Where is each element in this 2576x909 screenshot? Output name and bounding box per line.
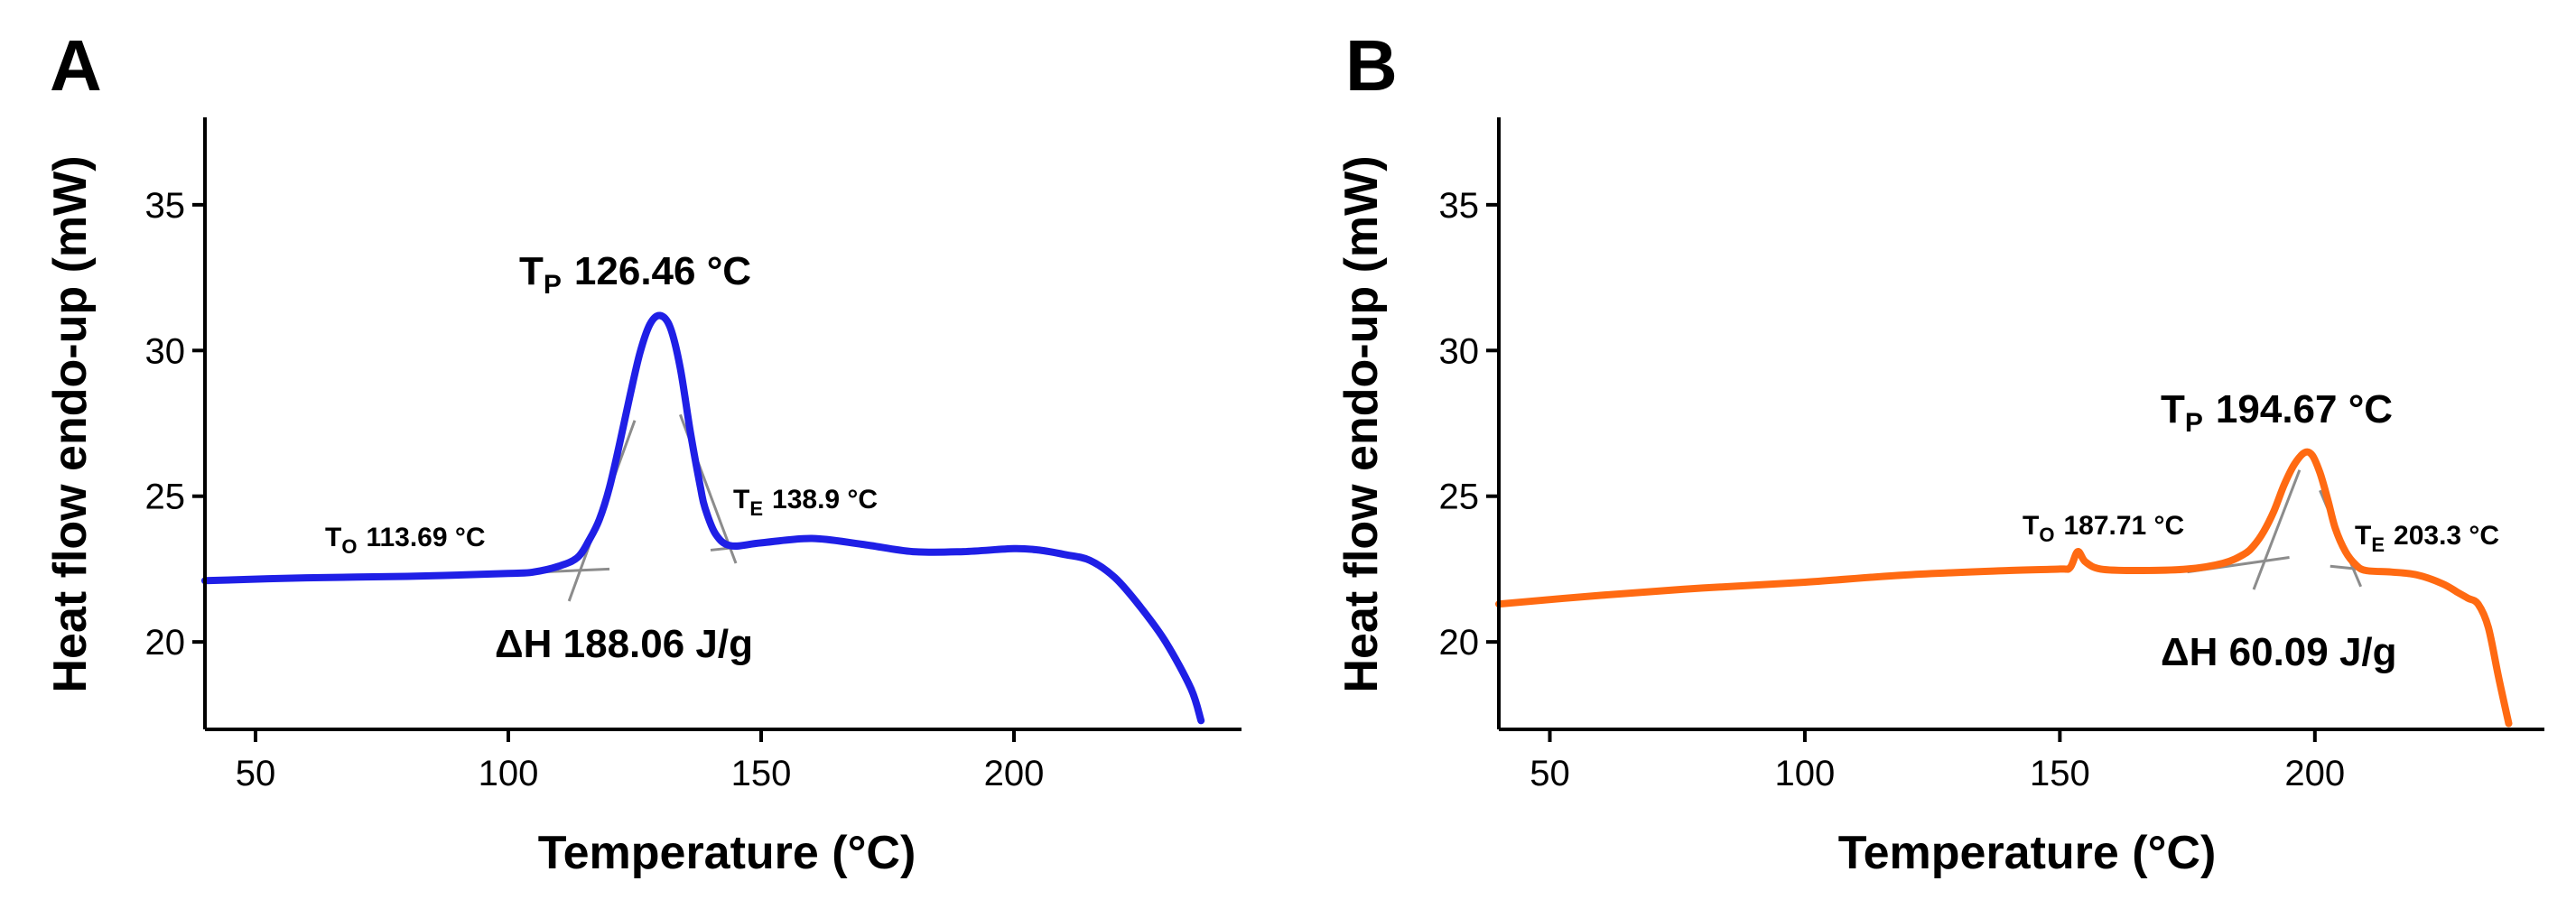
- panel-a-heat-flow-curve: [201, 311, 1205, 725]
- panel-b-heat-flow-curve: [1495, 448, 2513, 728]
- y-tick-label: 25: [1439, 478, 1480, 517]
- y-tick-label: 25: [145, 478, 186, 517]
- x-tick-label: 150: [731, 754, 792, 793]
- x-tick-label: 200: [2284, 754, 2345, 793]
- y-tick-label: 20: [145, 623, 186, 663]
- panel-a-peak-annotation: TP 126.46 °C: [519, 249, 751, 300]
- panel-b-peak-annotation: TP 194.67 °C: [2161, 387, 2393, 438]
- panel-a-x-axis-title: Temperature (°C): [538, 827, 916, 879]
- panel-b-ticks: 20 25 30 35 50 100 150 200: [1439, 186, 2346, 793]
- y-tick-label: 30: [1439, 331, 1480, 371]
- x-tick-label: 100: [479, 754, 539, 793]
- x-tick-label: 100: [1775, 754, 1836, 793]
- panel-a-y-axis-title: Heat flow endo-up (mW): [44, 155, 97, 692]
- panel-b: B Heat flow endo-up (mW) Temperature (°C…: [1335, 25, 2544, 879]
- panel-b-onset-annotation: TO 187.71 °C: [2023, 511, 2184, 546]
- tangent-line: [2252, 469, 2302, 590]
- panel-b-enthalpy-annotation: ΔH 60.09 J/g: [2161, 630, 2397, 674]
- panel-b-label: B: [1345, 25, 1398, 106]
- y-tick-label: 35: [145, 186, 186, 226]
- x-tick-label: 150: [2030, 754, 2090, 793]
- panel-b-x-axis-title: Temperature (°C): [1838, 827, 2217, 879]
- panel-b-y-axis-title: Heat flow endo-up (mW): [1335, 155, 1388, 692]
- panel-a-ticks: 20 25 30 35 50 100 150 200: [145, 186, 1045, 793]
- panel-a: A Heat flow endo-up (mW) Temperature (°C…: [44, 25, 1242, 879]
- panel-a-endset-annotation: TE 138.9 °C: [733, 485, 878, 520]
- panel-a-label: A: [50, 25, 102, 106]
- x-tick-label: 50: [1530, 754, 1570, 793]
- x-tick-label: 50: [236, 754, 276, 793]
- panel-a-onset-annotation: TO 113.69 °C: [325, 523, 486, 558]
- y-tick-label: 20: [1439, 623, 1480, 663]
- x-tick-label: 200: [984, 754, 1045, 793]
- panel-b-endset-annotation: TE 203.3 °C: [2355, 521, 2499, 556]
- y-tick-label: 35: [1439, 186, 1480, 226]
- y-tick-label: 30: [145, 331, 186, 371]
- panel-a-enthalpy-annotation: ΔH 188.06 J/g: [495, 622, 753, 666]
